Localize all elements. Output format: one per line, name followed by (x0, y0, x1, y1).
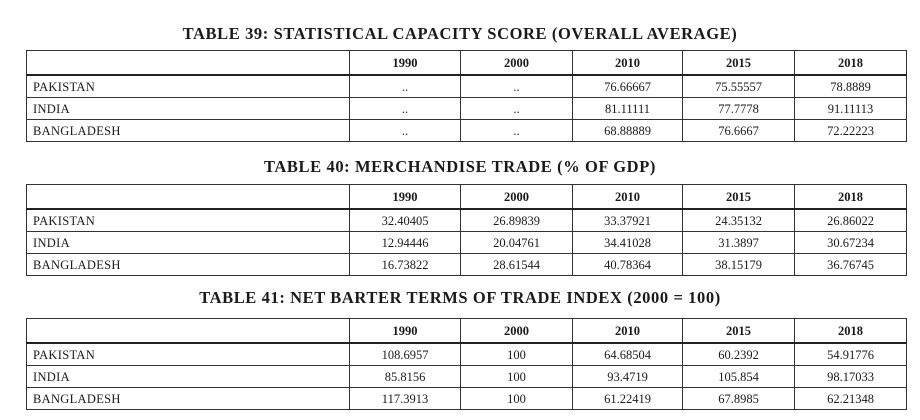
table-cell: .. (460, 74, 573, 98)
table-row: BANGLADESH .. .. 68.88889 76.6667 72.222… (26, 119, 907, 142)
table-cell: 85.8156 (349, 365, 461, 388)
column-header: 2015 (682, 184, 795, 210)
table-cell: 12.94446 (349, 231, 461, 254)
column-header: 2018 (794, 184, 907, 210)
table-row: BANGLADESH 117.3913 100 61.22419 67.8985… (26, 387, 907, 410)
table-cell: 30.67234 (794, 231, 907, 254)
table-cell: 76.6667 (682, 119, 795, 142)
column-header (26, 50, 350, 76)
row-label: PAKISTAN (26, 342, 350, 366)
table-row: INDIA 12.94446 20.04761 34.41028 31.3897… (26, 231, 907, 254)
table-cell: 38.15179 (682, 253, 795, 276)
table-cell: 62.21348 (794, 387, 907, 410)
table-cell: 108.6957 (349, 342, 461, 366)
table-cell: 72.22223 (794, 119, 907, 142)
table-row: PAKISTAN 32.40405 26.89839 33.37921 24.3… (26, 208, 907, 232)
table-cell: 75.55557 (682, 74, 795, 98)
table-cell: 93.4719 (572, 365, 683, 388)
table-header-row: 1990 2000 2010 2015 2018 (26, 50, 907, 76)
column-header: 2018 (794, 50, 907, 76)
column-header: 1990 (349, 184, 461, 210)
table-cell: 100 (460, 342, 573, 366)
column-header: 2018 (794, 318, 907, 344)
table-header-row: 1990 2000 2010 2015 2018 (26, 184, 907, 210)
table-cell: 68.88889 (572, 119, 683, 142)
table-cell: 54.91776 (794, 342, 907, 366)
table-cell: 24.35132 (682, 208, 795, 232)
row-label: INDIA (26, 97, 350, 120)
table-cell: 16.73822 (349, 253, 461, 276)
column-header: 2015 (682, 50, 795, 76)
table-cell: 32.40405 (349, 208, 461, 232)
table-cell: .. (460, 97, 573, 120)
table-cell: 31.3897 (682, 231, 795, 254)
table-row: PAKISTAN 108.6957 100 64.68504 60.2392 5… (26, 342, 907, 366)
table-cell: 100 (460, 365, 573, 388)
table-cell: 28.61544 (460, 253, 573, 276)
table-cell: 117.3913 (349, 387, 461, 410)
table-cell: 67.8985 (682, 387, 795, 410)
table-cell: 100 (460, 387, 573, 410)
table-row: INDIA 85.8156 100 93.4719 105.854 98.170… (26, 365, 907, 388)
table-cell: .. (460, 119, 573, 142)
table-cell: 91.11113 (794, 97, 907, 120)
table-header-row: 1990 2000 2010 2015 2018 (26, 318, 907, 344)
column-header: 2015 (682, 318, 795, 344)
column-header: 2010 (572, 50, 683, 76)
table-39: 1990 2000 2010 2015 2018 PAKISTAN .. .. … (26, 50, 907, 142)
table-row: PAKISTAN .. .. 76.66667 75.55557 78.8889 (26, 74, 907, 98)
table-cell: 64.68504 (572, 342, 683, 366)
table-41-title: TABLE 41: NET BARTER TERMS OF TRADE INDE… (199, 288, 721, 307)
table-cell: 26.89839 (460, 208, 573, 232)
column-header (26, 184, 350, 210)
column-header (26, 318, 350, 344)
table-40-title: TABLE 40: MERCHANDISE TRADE (% OF GDP) (264, 157, 656, 176)
table-41: 1990 2000 2010 2015 2018 PAKISTAN 108.69… (26, 318, 907, 410)
table-39-title: TABLE 39: STATISTICAL CAPACITY SCORE (OV… (182, 24, 738, 43)
row-label: PAKISTAN (26, 208, 350, 232)
table-cell: 61.22419 (572, 387, 683, 410)
table-cell: 36.76745 (794, 253, 907, 276)
table-cell: 34.41028 (572, 231, 683, 254)
row-label: BANGLADESH (26, 387, 350, 410)
table-cell: 81.11111 (572, 97, 683, 120)
column-header: 2000 (460, 50, 573, 76)
table-cell: .. (349, 119, 461, 142)
row-label: PAKISTAN (26, 74, 350, 98)
row-label: BANGLADESH (26, 119, 350, 142)
table-cell: 105.854 (682, 365, 795, 388)
table-cell: 76.66667 (572, 74, 683, 98)
table-cell: 98.17033 (794, 365, 907, 388)
table-cell: 26.86022 (794, 208, 907, 232)
row-label: INDIA (26, 365, 350, 388)
table-cell: 78.8889 (794, 74, 907, 98)
column-header: 1990 (349, 318, 461, 344)
row-label: BANGLADESH (26, 253, 350, 276)
column-header: 2010 (572, 318, 683, 344)
table-cell: 40.78364 (572, 253, 683, 276)
table-row: INDIA .. .. 81.11111 77.7778 91.11113 (26, 97, 907, 120)
table-40: 1990 2000 2010 2015 2018 PAKISTAN 32.404… (26, 184, 907, 276)
column-header: 2010 (572, 184, 683, 210)
table-cell: .. (349, 74, 461, 98)
table-row: BANGLADESH 16.73822 28.61544 40.78364 38… (26, 253, 907, 276)
table-cell: 60.2392 (682, 342, 795, 366)
table-cell: 20.04761 (460, 231, 573, 254)
table-cell: 77.7778 (682, 97, 795, 120)
column-header: 2000 (460, 184, 573, 210)
table-cell: 33.37921 (572, 208, 683, 232)
table-cell: .. (349, 97, 461, 120)
column-header: 1990 (349, 50, 461, 76)
column-header: 2000 (460, 318, 573, 344)
row-label: INDIA (26, 231, 350, 254)
